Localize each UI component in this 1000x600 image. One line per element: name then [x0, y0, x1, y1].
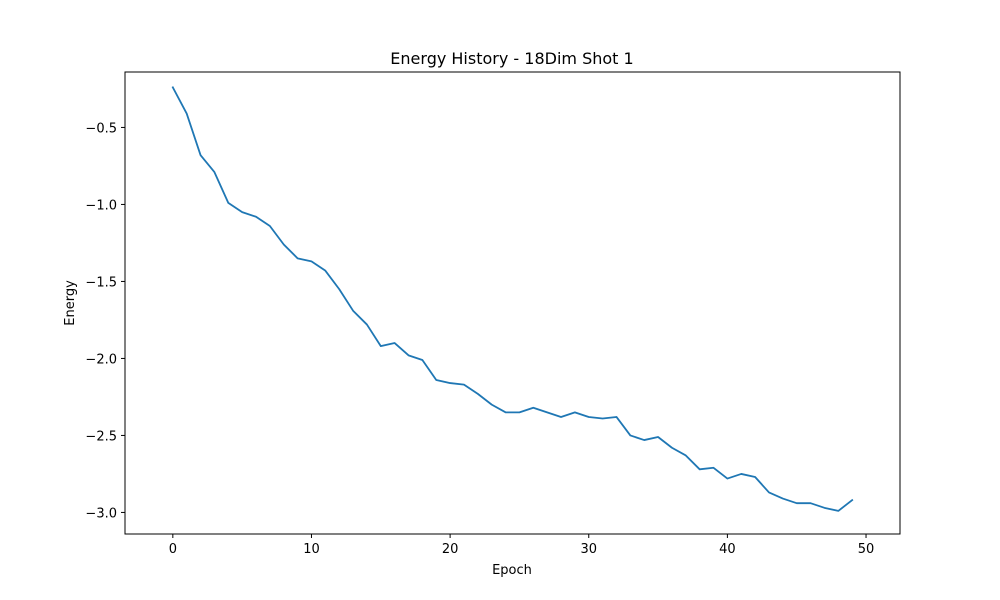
- y-tick-label: −2.0: [85, 352, 117, 367]
- y-tick-label: −0.5: [85, 121, 117, 136]
- x-tick-label: 10: [303, 542, 320, 557]
- y-tick-label: −1.0: [85, 198, 117, 213]
- chart-title: Energy History - 18Dim Shot 1: [390, 49, 633, 68]
- plot-frame: [124, 71, 901, 535]
- x-tick-label: 30: [580, 542, 597, 557]
- x-tick-label: 50: [858, 542, 875, 557]
- y-tick-label: −1.5: [85, 275, 117, 290]
- y-axis-label: Energy: [63, 280, 78, 326]
- series-line: [171, 86, 854, 512]
- x-tick-label: 20: [442, 542, 459, 557]
- plot-area: 0 10 20 30 40 50 −0.5 −1.0 −1.5 −2.0 −2.5 −3.0: [85, 71, 901, 557]
- y-tick-label: −2.5: [85, 429, 117, 444]
- x-tick-label: 40: [719, 542, 736, 557]
- x-axis-label: Epoch: [492, 563, 532, 578]
- y-tick-label: −3.0: [85, 506, 117, 521]
- x-tick-label: 0: [169, 542, 177, 557]
